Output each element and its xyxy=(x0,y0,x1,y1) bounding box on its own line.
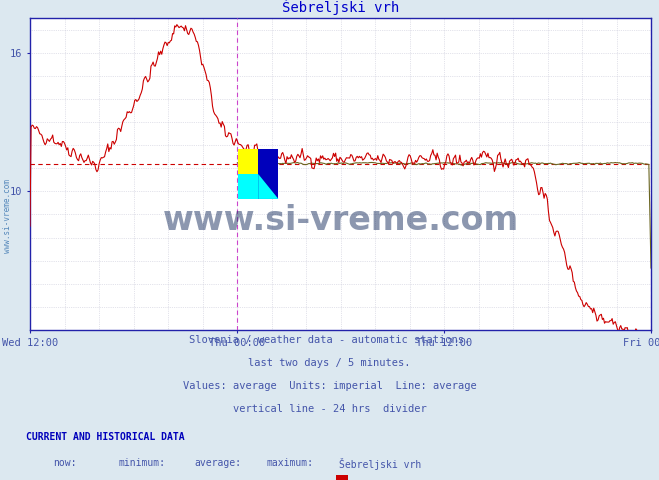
Text: vertical line - 24 hrs  divider: vertical line - 24 hrs divider xyxy=(233,404,426,414)
Text: www.si-vreme.com: www.si-vreme.com xyxy=(162,204,519,237)
Bar xyxy=(238,174,258,199)
Text: CURRENT AND HISTORICAL DATA: CURRENT AND HISTORICAL DATA xyxy=(26,432,185,442)
Text: minimum:: minimum: xyxy=(119,458,165,468)
Polygon shape xyxy=(258,174,278,199)
Text: Slovenia / weather data - automatic stations.: Slovenia / weather data - automatic stat… xyxy=(189,335,470,345)
Text: last two days / 5 minutes.: last two days / 5 minutes. xyxy=(248,358,411,368)
Bar xyxy=(258,149,278,199)
Text: Values: average  Units: imperial  Line: average: Values: average Units: imperial Line: av… xyxy=(183,381,476,391)
Text: www.si-vreme.com: www.si-vreme.com xyxy=(3,179,13,253)
Text: maximum:: maximum: xyxy=(267,458,314,468)
Bar xyxy=(238,149,258,174)
Text: Šebreljski vrh: Šebreljski vrh xyxy=(339,458,422,470)
Text: average:: average: xyxy=(194,458,241,468)
Title: Šebreljski vrh: Šebreljski vrh xyxy=(282,0,399,15)
Text: now:: now: xyxy=(53,458,76,468)
